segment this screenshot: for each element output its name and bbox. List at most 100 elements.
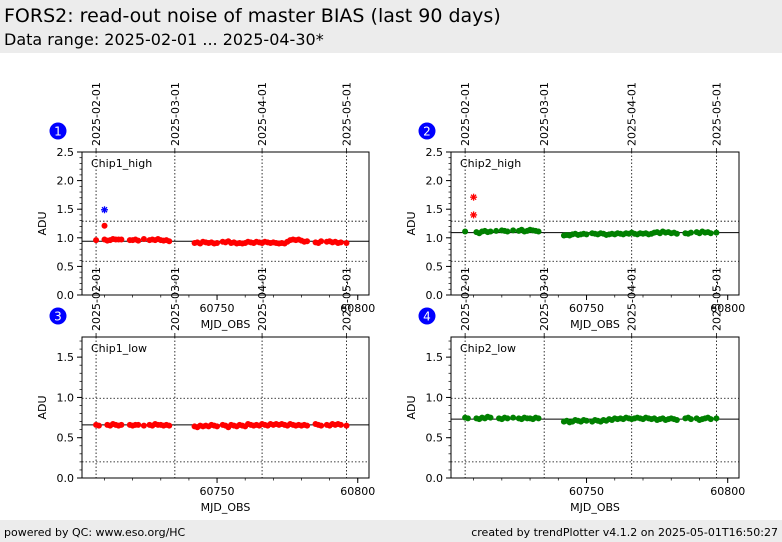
- panel-label: Chip1_low: [91, 342, 147, 355]
- data-point: [343, 422, 350, 429]
- panel-number-badge: [418, 122, 436, 140]
- data-point: [166, 422, 173, 429]
- x-axis-label: MJD_OBS: [570, 501, 620, 514]
- date-tick-label: 2025-04-01: [626, 267, 639, 331]
- panel-label: Chip2_high: [460, 157, 521, 170]
- panel-number-badge: [418, 307, 436, 325]
- panel-label: Chip1_high: [91, 157, 152, 170]
- chart-panel-2: 2025-02-01 2025-03-01 2025-04-01 2025-05-01…: [405, 82, 745, 331]
- footer-credit: powered by QC: www.eso.org/HC: [4, 526, 186, 539]
- data-point: [688, 229, 694, 236]
- data-point: [713, 415, 720, 422]
- data-point: [535, 415, 542, 422]
- y-tick-label: 1.0: [57, 391, 75, 404]
- data-point: [140, 235, 147, 242]
- date-tick-label: 2025-05-01: [710, 82, 723, 146]
- data-point: [304, 238, 311, 245]
- date-tick-label: 2025-03-01: [538, 267, 551, 331]
- y-tick-label: 1.5: [57, 203, 75, 216]
- plot-frame: [81, 336, 370, 479]
- data-point: [166, 238, 173, 245]
- y-tick-label: 0.0: [57, 472, 75, 485]
- data-point: [688, 416, 694, 423]
- plot-frame: [450, 151, 740, 296]
- data-point: [707, 230, 714, 237]
- date-tick-label: 2025-02-01: [459, 82, 472, 146]
- data-point: [101, 222, 108, 229]
- data-point: [673, 416, 680, 423]
- data-point: [583, 231, 590, 238]
- data-point: [337, 421, 344, 428]
- date-tick-label: 2025-02-01: [90, 267, 103, 331]
- header-bar: FORS2: read-out noise of master BIAS (la…: [0, 0, 782, 53]
- date-tick-label: 2025-05-01: [340, 82, 353, 146]
- panel-number-label: 4: [423, 310, 431, 324]
- y-axis-label: ADU: [36, 395, 49, 419]
- y-axis-label: ADU: [36, 211, 49, 235]
- y-tick-label: 2.5: [57, 146, 75, 159]
- data-point: [583, 417, 590, 424]
- x-tick-label: 60800: [710, 302, 745, 315]
- panel-number-label: 1: [54, 125, 62, 139]
- x-tick-label: 60800: [710, 485, 745, 498]
- outlier-point: [470, 211, 478, 219]
- x-tick-label: 60750: [200, 485, 235, 498]
- data-point: [462, 228, 469, 235]
- y-tick-label: 1.5: [57, 351, 75, 364]
- y-tick-label: 2.0: [426, 175, 444, 188]
- panel-number-label: 2: [423, 125, 431, 139]
- panel-number-badge: [49, 122, 67, 140]
- x-tick-label: 60800: [340, 485, 375, 498]
- data-point: [118, 236, 125, 243]
- panel-number-label: 3: [54, 310, 62, 324]
- date-tick-label: 2025-02-01: [90, 82, 103, 146]
- y-tick-label: 1.5: [426, 351, 444, 364]
- data-point: [535, 228, 542, 235]
- data-point: [487, 414, 494, 421]
- chart-panel-4: 2025-02-01 2025-03-01 2025-04-01 2025-05-01…: [405, 267, 745, 514]
- x-axis-label: MJD_OBS: [570, 318, 620, 331]
- panel-label: Chip2_low: [460, 342, 516, 355]
- data-point: [464, 415, 471, 422]
- y-tick-label: 0.5: [57, 260, 75, 273]
- data-point: [337, 239, 344, 246]
- y-tick-label: 0.5: [426, 432, 444, 445]
- data-point: [304, 422, 311, 429]
- data-point: [493, 227, 500, 234]
- x-axis-label: MJD_OBS: [201, 318, 251, 331]
- data-point: [135, 237, 142, 244]
- date-tick-label: 2025-03-01: [169, 267, 182, 331]
- plot-frame: [450, 336, 740, 479]
- date-tick-label: 2025-04-01: [626, 82, 639, 146]
- y-tick-label: 2.0: [57, 175, 75, 188]
- y-tick-label: 0.0: [426, 289, 444, 302]
- footer-bar: powered by QC: www.eso.org/HC created by…: [0, 520, 782, 542]
- x-axis-label: MJD_OBS: [201, 501, 251, 514]
- page-title: FORS2: read-out noise of master BIAS (la…: [4, 5, 501, 27]
- outlier-point: [101, 206, 109, 214]
- data-point: [135, 421, 142, 428]
- data-point: [504, 228, 511, 235]
- date-tick-label: 2025-05-01: [710, 267, 723, 331]
- data-point: [93, 237, 100, 244]
- panel-number-badge: [49, 307, 67, 325]
- data-point: [318, 422, 325, 429]
- y-tick-label: 2.5: [426, 146, 444, 159]
- date-tick-label: 2025-03-01: [169, 82, 182, 146]
- data-point: [318, 238, 325, 245]
- data-range-subtitle: Data range: 2025-02-01 ... 2025-04-30*: [4, 30, 324, 49]
- plot-frame: [81, 151, 370, 296]
- y-axis-label: ADU: [405, 211, 418, 235]
- chart-panel-1: 2025-02-01 2025-03-01 2025-04-01 2025-05-01…: [36, 82, 375, 331]
- data-point: [214, 423, 221, 430]
- data-point: [214, 239, 221, 246]
- footer-timestamp: created by trendPlotter v4.1.2 on 2025-0…: [471, 526, 778, 539]
- data-point: [487, 228, 494, 235]
- y-tick-label: 1.0: [57, 232, 75, 245]
- data-point: [673, 230, 680, 237]
- y-tick-label: 1.0: [426, 232, 444, 245]
- chart-panel-3: 2025-02-01 2025-03-01 2025-04-01 2025-05-01…: [36, 267, 375, 514]
- y-axis-label: ADU: [405, 395, 418, 419]
- data-point: [504, 415, 511, 422]
